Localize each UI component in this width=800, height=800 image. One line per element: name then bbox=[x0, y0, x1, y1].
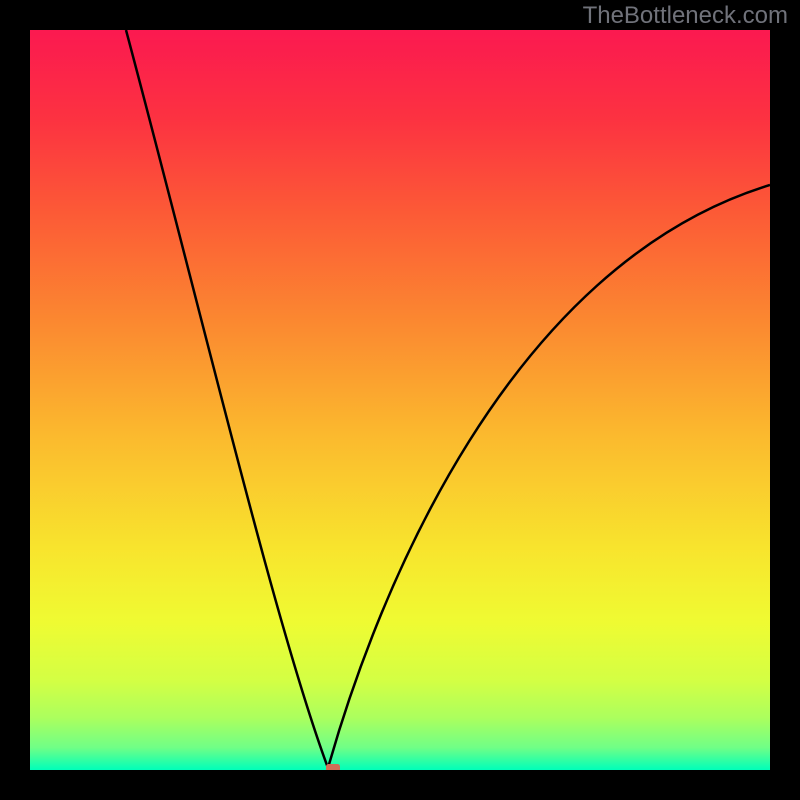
curve-left-arm bbox=[126, 30, 328, 768]
watermark-text: TheBottleneck.com bbox=[583, 2, 788, 30]
bottleneck-curve bbox=[30, 30, 770, 770]
valley-marker bbox=[326, 764, 340, 770]
plot-area bbox=[30, 30, 770, 770]
curve-right-arm bbox=[328, 185, 770, 768]
outer-frame: TheBottleneck.com bbox=[0, 0, 800, 800]
